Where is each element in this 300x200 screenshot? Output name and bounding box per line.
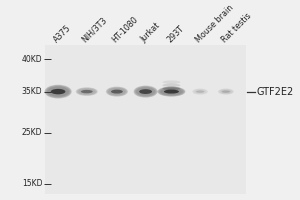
Text: Jurkat: Jurkat bbox=[139, 21, 162, 44]
Ellipse shape bbox=[162, 87, 181, 90]
Ellipse shape bbox=[162, 84, 181, 87]
Ellipse shape bbox=[81, 90, 93, 93]
Text: 293T: 293T bbox=[165, 24, 186, 44]
Ellipse shape bbox=[158, 87, 185, 97]
Text: GTF2E2: GTF2E2 bbox=[256, 87, 293, 97]
Ellipse shape bbox=[158, 87, 184, 96]
Text: HT-1080: HT-1080 bbox=[110, 15, 140, 44]
Ellipse shape bbox=[164, 90, 179, 94]
Ellipse shape bbox=[111, 90, 123, 94]
Text: 40KD: 40KD bbox=[22, 55, 42, 64]
Ellipse shape bbox=[222, 90, 230, 93]
Text: Rat testis: Rat testis bbox=[220, 11, 253, 44]
Ellipse shape bbox=[139, 89, 152, 94]
Text: 15KD: 15KD bbox=[22, 179, 42, 188]
Ellipse shape bbox=[45, 85, 71, 98]
Ellipse shape bbox=[51, 89, 65, 94]
Text: NIH/3T3: NIH/3T3 bbox=[80, 16, 109, 44]
Text: Mouse brain: Mouse brain bbox=[194, 3, 235, 44]
Ellipse shape bbox=[134, 86, 158, 98]
Text: 25KD: 25KD bbox=[22, 128, 42, 137]
Ellipse shape bbox=[158, 87, 185, 96]
Ellipse shape bbox=[44, 85, 72, 98]
Ellipse shape bbox=[196, 90, 204, 93]
Ellipse shape bbox=[106, 87, 128, 97]
Ellipse shape bbox=[45, 85, 71, 98]
Bar bbox=[45, 45, 246, 194]
Ellipse shape bbox=[106, 87, 127, 96]
Text: 35KD: 35KD bbox=[22, 87, 42, 96]
Ellipse shape bbox=[162, 80, 181, 84]
Text: A375: A375 bbox=[52, 23, 73, 44]
Ellipse shape bbox=[134, 86, 157, 97]
Ellipse shape bbox=[134, 86, 157, 97]
Ellipse shape bbox=[76, 87, 98, 96]
